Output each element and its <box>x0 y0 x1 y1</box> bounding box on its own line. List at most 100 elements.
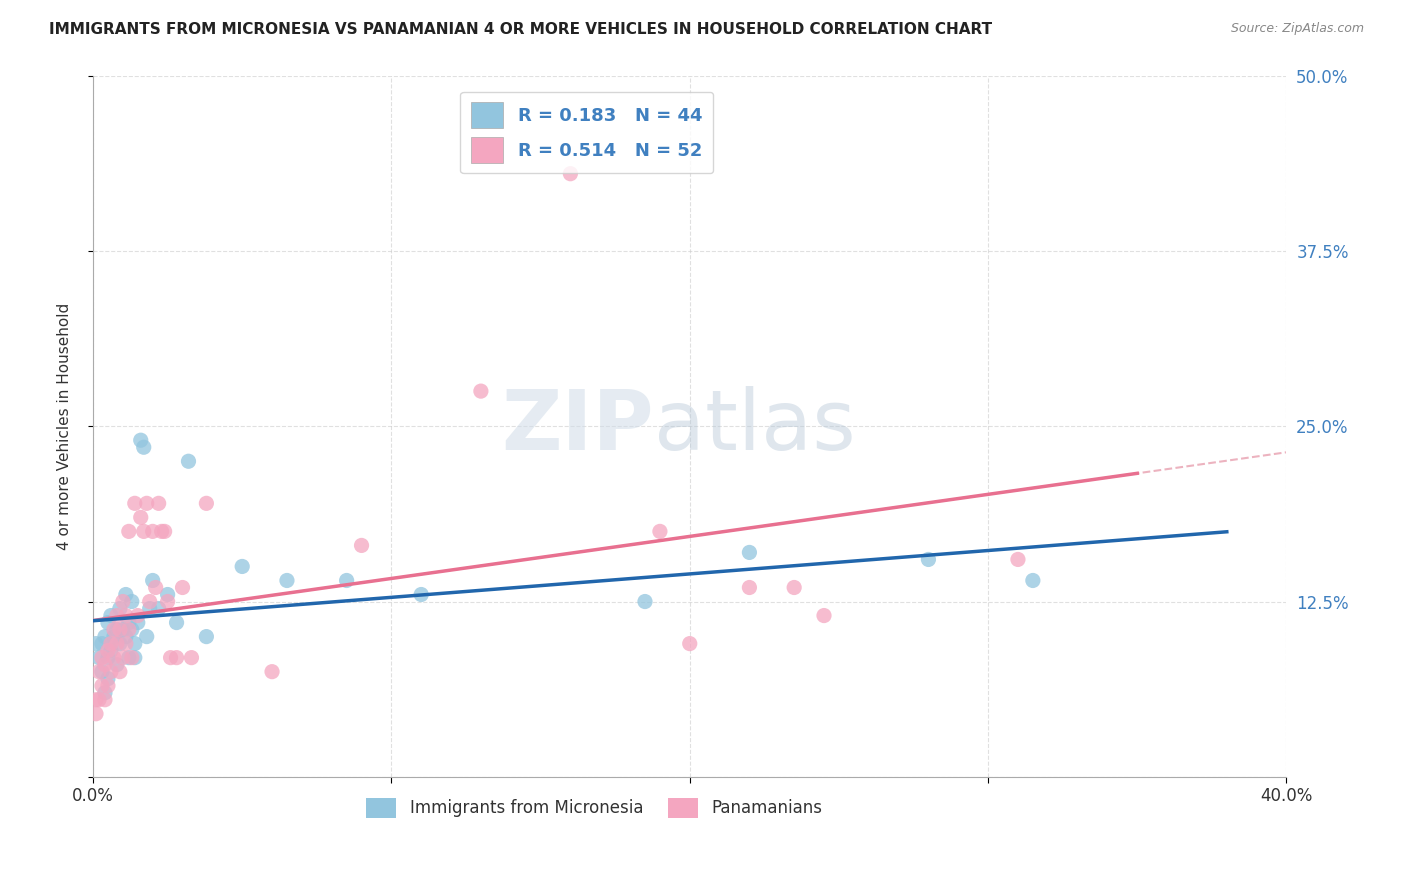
Point <box>132 524 155 539</box>
Point <box>260 665 283 679</box>
Point <box>177 454 200 468</box>
Point <box>153 524 176 539</box>
Y-axis label: 4 or more Vehicles in Household: 4 or more Vehicles in Household <box>58 302 72 549</box>
Point <box>94 692 117 706</box>
Point <box>84 706 107 721</box>
Point <box>91 650 114 665</box>
Point <box>91 665 114 679</box>
Point <box>105 608 128 623</box>
Point <box>813 608 835 623</box>
Point <box>108 665 131 679</box>
Point <box>648 524 671 539</box>
Point <box>148 601 170 615</box>
Point <box>118 615 141 630</box>
Point <box>114 608 136 623</box>
Text: ZIP: ZIP <box>502 385 654 467</box>
Point <box>145 581 167 595</box>
Point <box>166 650 188 665</box>
Point <box>124 496 146 510</box>
Point <box>138 601 160 615</box>
Point <box>121 650 143 665</box>
Point <box>180 650 202 665</box>
Point <box>103 623 125 637</box>
Point <box>336 574 359 588</box>
Point <box>129 434 152 448</box>
Point <box>135 496 157 510</box>
Point <box>97 643 120 657</box>
Point <box>470 384 492 398</box>
Legend: Immigrants from Micronesia, Panamanians: Immigrants from Micronesia, Panamanians <box>360 791 830 824</box>
Point <box>97 679 120 693</box>
Point <box>114 637 136 651</box>
Point <box>114 587 136 601</box>
Point <box>159 650 181 665</box>
Point <box>148 496 170 510</box>
Point <box>142 524 165 539</box>
Point <box>156 594 179 608</box>
Point <box>118 524 141 539</box>
Text: Source: ZipAtlas.com: Source: ZipAtlas.com <box>1230 22 1364 36</box>
Point <box>100 643 122 657</box>
Point <box>195 496 218 510</box>
Point <box>111 623 134 637</box>
Point <box>634 594 657 608</box>
Point <box>94 686 117 700</box>
Point <box>100 637 122 651</box>
Point <box>129 510 152 524</box>
Point <box>111 650 134 665</box>
Point <box>738 581 761 595</box>
Point <box>195 630 218 644</box>
Text: IMMIGRANTS FROM MICRONESIA VS PANAMANIAN 4 OR MORE VEHICLES IN HOUSEHOLD CORRELA: IMMIGRANTS FROM MICRONESIA VS PANAMANIAN… <box>49 22 993 37</box>
Point <box>84 692 107 706</box>
Point <box>91 637 114 651</box>
Point <box>103 650 125 665</box>
Point <box>114 630 136 644</box>
Point <box>108 601 131 615</box>
Point <box>127 615 149 630</box>
Point <box>172 581 194 595</box>
Point <box>679 637 702 651</box>
Point <box>121 623 143 637</box>
Point <box>94 657 117 672</box>
Point <box>87 665 110 679</box>
Point <box>231 559 253 574</box>
Point <box>100 665 122 679</box>
Point <box>276 574 298 588</box>
Point <box>111 594 134 608</box>
Point <box>132 440 155 454</box>
Point <box>150 524 173 539</box>
Point <box>118 650 141 665</box>
Point <box>108 637 131 651</box>
Point <box>738 545 761 559</box>
Point <box>100 608 122 623</box>
Point <box>135 630 157 644</box>
Point <box>87 692 110 706</box>
Point <box>118 623 141 637</box>
Point <box>411 587 433 601</box>
Point <box>103 630 125 644</box>
Point <box>142 574 165 588</box>
Point <box>124 650 146 665</box>
Point <box>560 167 582 181</box>
Point <box>917 552 939 566</box>
Point <box>105 623 128 637</box>
Point <box>1022 574 1045 588</box>
Point <box>350 538 373 552</box>
Point <box>127 608 149 623</box>
Point <box>156 587 179 601</box>
Point <box>138 594 160 608</box>
Point <box>97 615 120 630</box>
Point <box>1007 552 1029 566</box>
Point <box>166 615 188 630</box>
Point <box>121 594 143 608</box>
Point <box>97 672 120 686</box>
Point <box>94 630 117 644</box>
Point <box>84 637 107 651</box>
Point <box>124 637 146 651</box>
Point <box>108 623 131 637</box>
Point <box>783 581 806 595</box>
Point <box>105 637 128 651</box>
Point <box>91 679 114 693</box>
Point <box>87 650 110 665</box>
Text: atlas: atlas <box>654 385 856 467</box>
